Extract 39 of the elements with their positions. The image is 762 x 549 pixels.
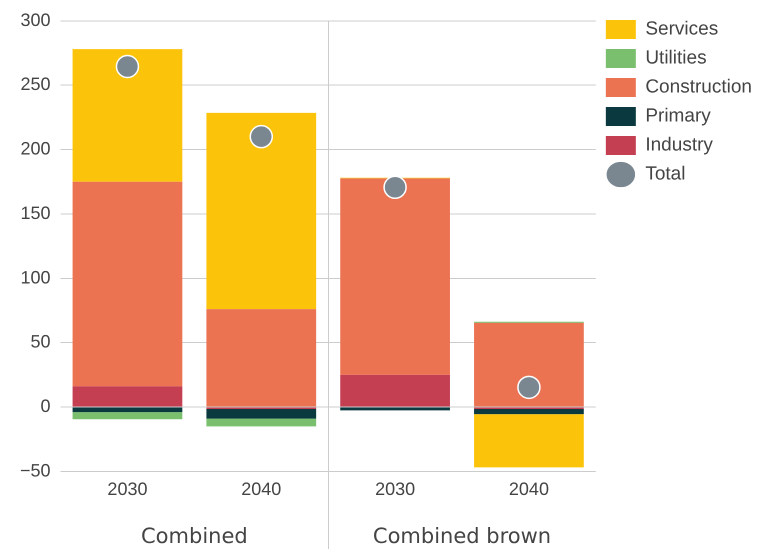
y-tick-label: 250 bbox=[20, 74, 51, 94]
bar bbox=[474, 414, 584, 468]
x-tick-label: 2030 bbox=[107, 479, 148, 500]
point bbox=[517, 376, 541, 400]
bar bbox=[72, 386, 182, 407]
y-tick-label: 50 bbox=[30, 332, 51, 352]
point bbox=[383, 176, 407, 200]
legend-label: Services bbox=[645, 18, 718, 40]
y-tick-label: 200 bbox=[20, 138, 51, 159]
legend-label: Industry bbox=[645, 134, 714, 156]
text: Combined brown bbox=[372, 524, 552, 548]
legend-label: Utilities bbox=[645, 48, 707, 69]
y-tick-label: 300 bbox=[20, 10, 51, 30]
bar bbox=[340, 374, 450, 407]
y-tick-label: 150 bbox=[20, 202, 51, 223]
bar bbox=[340, 408, 450, 410]
point bbox=[116, 54, 140, 78]
x-tick-label: 2030 bbox=[375, 479, 416, 500]
bar bbox=[340, 178, 450, 375]
text: Combined bbox=[141, 524, 248, 548]
bar bbox=[206, 309, 316, 407]
y-tick-label: −50 bbox=[20, 460, 51, 480]
bar bbox=[474, 322, 584, 407]
y-tick-label: 100 bbox=[20, 267, 51, 288]
bar bbox=[206, 408, 316, 419]
point bbox=[250, 124, 274, 148]
bar bbox=[474, 408, 584, 414]
legend-label: Primary bbox=[645, 106, 712, 127]
bar bbox=[206, 112, 316, 310]
x-tick-label: 2040 bbox=[508, 479, 549, 500]
legend-label: Total bbox=[645, 164, 686, 185]
y-tick-label: 0 bbox=[40, 396, 51, 416]
bar bbox=[72, 408, 182, 412]
bar bbox=[206, 418, 316, 426]
legend-label: Construction bbox=[645, 76, 752, 98]
x-tick-label: 2040 bbox=[241, 479, 282, 500]
bar bbox=[72, 412, 182, 420]
bar bbox=[72, 182, 182, 386]
bar bbox=[72, 49, 182, 182]
